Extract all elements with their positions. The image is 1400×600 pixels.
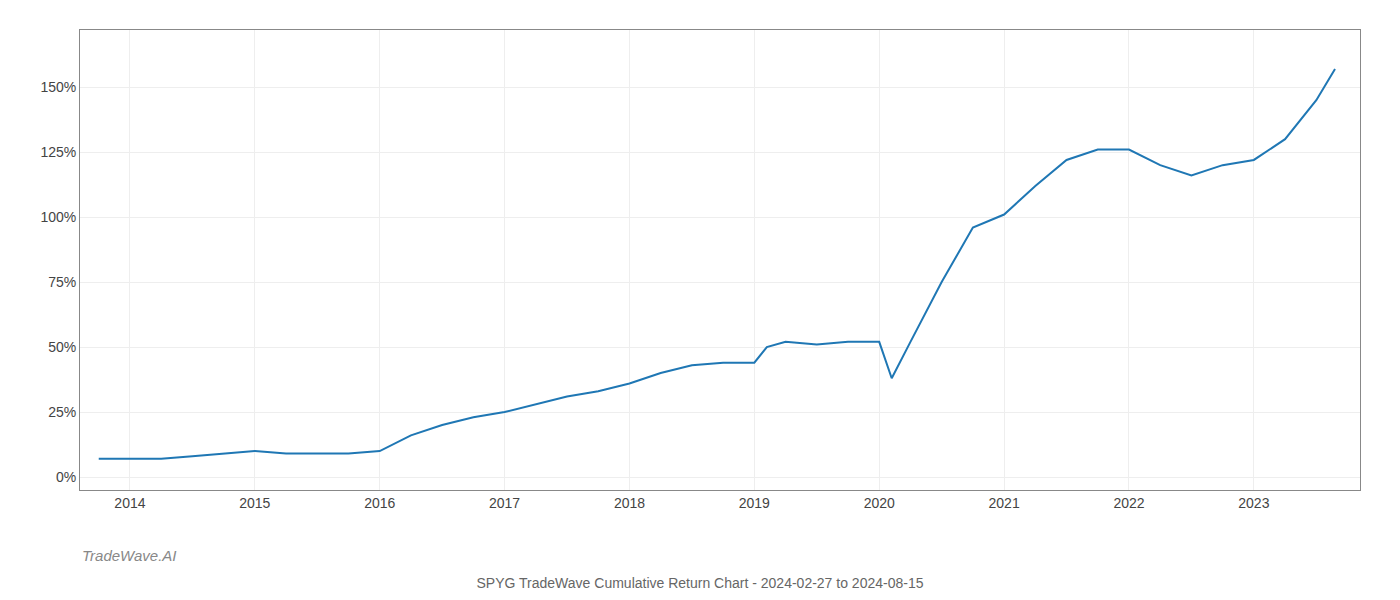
svg-text:2016: 2016 [364,495,395,511]
svg-text:2021: 2021 [989,495,1020,511]
svg-text:2017: 2017 [489,495,520,511]
svg-text:2019: 2019 [739,495,770,511]
svg-text:0%: 0% [56,469,76,485]
svg-text:2015: 2015 [239,495,270,511]
svg-text:2014: 2014 [114,495,145,511]
svg-text:100%: 100% [40,209,76,225]
svg-text:SPYG TradeWave Cumulative Retu: SPYG TradeWave Cumulative Return Chart -… [477,575,924,591]
svg-text:125%: 125% [40,144,76,160]
svg-text:2018: 2018 [614,495,645,511]
svg-text:2022: 2022 [1113,495,1144,511]
svg-text:25%: 25% [48,404,76,420]
svg-text:2020: 2020 [864,495,895,511]
svg-text:75%: 75% [48,274,76,290]
svg-text:150%: 150% [40,79,76,95]
svg-text:2023: 2023 [1238,495,1269,511]
svg-text:TradeWave.AI: TradeWave.AI [82,547,176,564]
svg-text:50%: 50% [48,339,76,355]
